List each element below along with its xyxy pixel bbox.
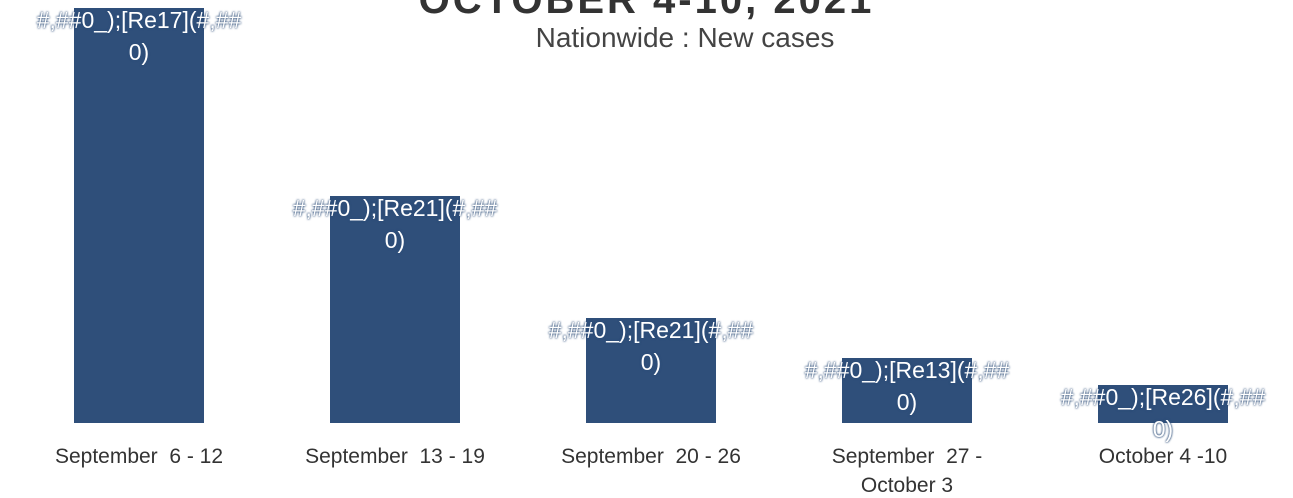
bar [586, 318, 716, 423]
bar [330, 196, 460, 423]
x-tick-label: September 6 - 12 [54, 445, 224, 468]
data-label: #,##0_);[Re21](#,##0) [292, 195, 498, 253]
x-tick-label: September 13 - 19 [305, 445, 485, 468]
chart-title: OCTOBER 4-10, 2021 [418, 0, 875, 22]
x-tick-label: October 4 -10 [1098, 445, 1228, 468]
x-tick-label: September 20 - 26 [561, 445, 741, 468]
data-label: #,##0_);[Re26](#,##0) [1060, 384, 1266, 442]
x-tick-label: September 27 - October 3 [831, 445, 989, 497]
chart-subtitle: Nationwide : New cases [535, 22, 835, 53]
bar [74, 8, 204, 423]
bar [842, 358, 972, 423]
data-label: #,##0_);[Re21](#,##0) [548, 317, 754, 375]
data-label: #,##0_);[Re17](#,##0) [36, 7, 242, 65]
data-label: #,##0_);[Re13](#,##0) [804, 357, 1010, 415]
bar [1098, 385, 1228, 423]
